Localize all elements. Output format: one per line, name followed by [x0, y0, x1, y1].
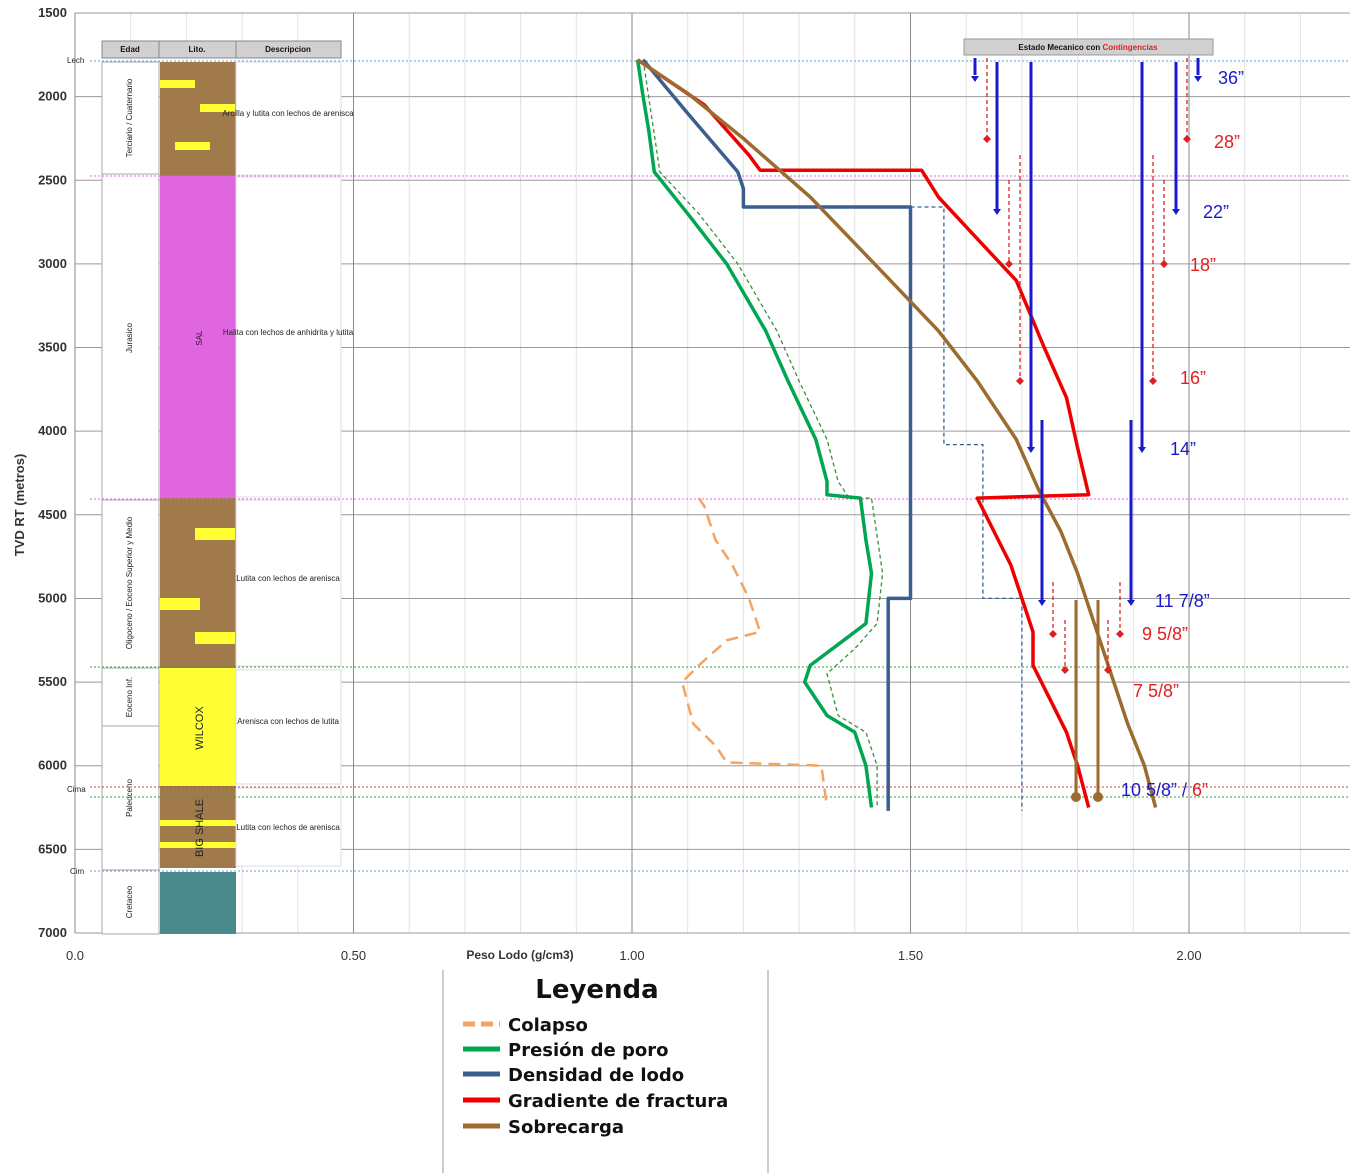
desc-4: Arenisca con lechos de lutita	[237, 717, 339, 726]
liner-shoe-left	[1071, 792, 1081, 802]
edad-cretaceo: Cretaceo	[125, 885, 134, 918]
desc-3: Lutita con lechos de arenisca	[236, 574, 340, 583]
casing-blue-shoes	[971, 76, 1202, 606]
size-28: 28”	[1214, 132, 1240, 152]
y-tick-label: 7000	[38, 925, 67, 940]
x-tick-label: 0.50	[341, 948, 366, 963]
y-tick-label: 5000	[38, 590, 67, 605]
size-36: 36”	[1218, 68, 1244, 88]
header-descripcion: Descripcion	[265, 45, 311, 54]
y-tick-label: 5500	[38, 674, 67, 689]
mark-cima: Cima	[67, 785, 86, 794]
header-lito: Lito.	[189, 45, 206, 54]
casing-brown-lines	[1074, 600, 1100, 796]
formation-markers	[90, 60, 1350, 872]
casing-red-lines	[986, 58, 1188, 670]
y-tick-label: 3000	[38, 256, 67, 271]
size-10-5-8: 10 5/8” /	[1121, 780, 1192, 800]
legend-sobrecarga: Sobrecarga	[508, 1117, 624, 1138]
x-axis-label: Peso Lodo (g/cm3)	[466, 948, 573, 962]
lito-wilcox: WILCOX	[194, 706, 206, 750]
desc-1-text: Arcilla y lutita con lechos de arenisca	[222, 109, 354, 118]
edad-oligoceno: Oligoceno / Eoceno Superior y Medio	[125, 516, 134, 649]
liner-shoe-right	[1093, 792, 1103, 802]
desc-2-text: Halita con lechos de anhidrita y lutita	[223, 328, 354, 337]
grid	[74, 12, 1350, 934]
y-tick-label: 2500	[38, 172, 67, 187]
desc-3-text: Lutita con lechos de arenisca	[236, 574, 340, 583]
size-10-5-8-6: 10 5/8” / 6”	[1121, 780, 1208, 800]
x-tick-label: 2.00	[1176, 948, 1201, 963]
axis-ticks: 1500 2000 2500 3000 3500 4000 4500 5000 5500 6000…	[38, 5, 1202, 963]
lito-big-shale: BIG SHALE	[194, 799, 206, 857]
legend: Leyenda Colapso Presión de poro Densidad…	[442, 970, 769, 1173]
x-tick-label: 1.50	[898, 948, 923, 963]
size-16: 16”	[1180, 368, 1206, 388]
desc-1: Arcilla y lutita con lechos de arenisca	[222, 109, 354, 118]
estado-title: Estado Mecanico con Contingencias	[1018, 43, 1158, 52]
y-axis-label: TVD RT (metros)	[12, 454, 27, 557]
size-14: 14”	[1170, 439, 1196, 459]
desc-2: Halita con lechos de anhidrita y lutita	[223, 328, 354, 337]
desc-5-text: Lutita con lechos de arenisca	[236, 823, 340, 832]
edad-jurasico: Jurasico	[125, 323, 134, 353]
y-tick-label: 4000	[38, 423, 67, 438]
legend-fractura: Gradiente de fractura	[508, 1091, 728, 1112]
size-11-7-8: 11 7/8”	[1155, 591, 1210, 611]
series-presión-de-poro	[635, 59, 874, 808]
edad-terciario: Terciario / Cuaternario	[125, 78, 134, 157]
size-18: 18”	[1190, 255, 1216, 275]
estado-title-prefix: Estado Mecanico con	[1018, 43, 1102, 52]
series-densidad-de-lodo	[641, 58, 913, 811]
legend-title: Leyenda	[535, 975, 658, 1005]
y-tick-label: 2000	[38, 89, 67, 104]
estado-title-highlight: Contingencias	[1102, 43, 1158, 52]
lito-sal: SAL	[195, 330, 204, 346]
size-6: 6”	[1192, 780, 1208, 800]
edad-paleoceno: Paleoceno	[125, 779, 134, 817]
desc-5: Lutita con lechos de arenisca	[236, 823, 340, 832]
legend-colapso: Colapso	[508, 1015, 588, 1036]
casing-blue-lines	[973, 58, 1200, 600]
legend-lodo: Densidad de lodo	[508, 1065, 684, 1086]
estado-mecanico: Estado Mecanico con Contingencias	[963, 38, 1244, 802]
series-colapso	[680, 497, 829, 808]
edad-eoceno-inf: Eoceno Inf.	[125, 677, 134, 717]
y-tick-label: 1500	[38, 5, 67, 20]
header-edad: Edad	[120, 45, 140, 54]
aux-dashed-line-1	[910, 206, 1023, 811]
legend-poro: Presión de poro	[508, 1040, 668, 1061]
desc-4-text: Arenisca con lechos de lutita	[237, 717, 339, 726]
y-tick-label: 4500	[38, 507, 67, 522]
lithology-column: Edad Lito. Descripcion Terciario / Cuate…	[67, 40, 354, 935]
size-9-5-8: 9 5/8”	[1142, 624, 1188, 644]
y-tick-label: 6500	[38, 841, 67, 856]
x-tick-label: 0.0	[66, 948, 84, 963]
casing-red-shoes	[983, 135, 1191, 674]
mark-lech: Lech	[67, 56, 84, 65]
y-tick-label: 3500	[38, 340, 67, 355]
series-layer	[635, 58, 1158, 811]
size-22: 22”	[1203, 202, 1229, 222]
y-tick-label: 6000	[38, 758, 67, 773]
series-sobrecarga	[636, 58, 1158, 808]
aux-dashed-line-0	[642, 59, 884, 808]
mark-cim: Cim	[70, 867, 85, 876]
size-7-5-8: 7 5/8”	[1133, 681, 1179, 701]
series-gradiente-de-fractura	[636, 58, 1091, 808]
x-tick-label: 1.00	[619, 948, 644, 963]
